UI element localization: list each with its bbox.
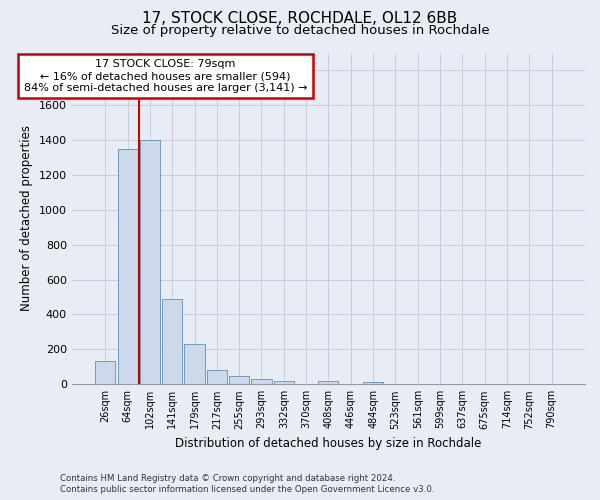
Bar (184, 344, 205, 385)
Text: Contains HM Land Registry data © Crown copyright and database right 2024.
Contai: Contains HM Land Registry data © Crown c… (60, 474, 434, 494)
Bar (162, 298, 182, 384)
Bar (118, 148, 137, 384)
Text: 17 STOCK CLOSE: 79sqm
← 16% of detached houses are smaller (594)
84% of semi-det: 17 STOCK CLOSE: 79sqm ← 16% of detached … (24, 60, 307, 92)
Bar (274, 381, 294, 384)
Bar (229, 376, 249, 384)
Bar (207, 370, 227, 384)
Bar (319, 381, 338, 384)
Bar (251, 379, 272, 384)
Text: Size of property relative to detached houses in Rochdale: Size of property relative to detached ho… (110, 24, 490, 37)
X-axis label: Distribution of detached houses by size in Rochdale: Distribution of detached houses by size … (175, 437, 482, 450)
Text: 17, STOCK CLOSE, ROCHDALE, OL12 6BB: 17, STOCK CLOSE, ROCHDALE, OL12 6BB (142, 11, 458, 26)
Bar (363, 382, 383, 384)
Bar (95, 360, 115, 384)
Y-axis label: Number of detached properties: Number of detached properties (20, 126, 34, 312)
Bar (140, 140, 160, 384)
